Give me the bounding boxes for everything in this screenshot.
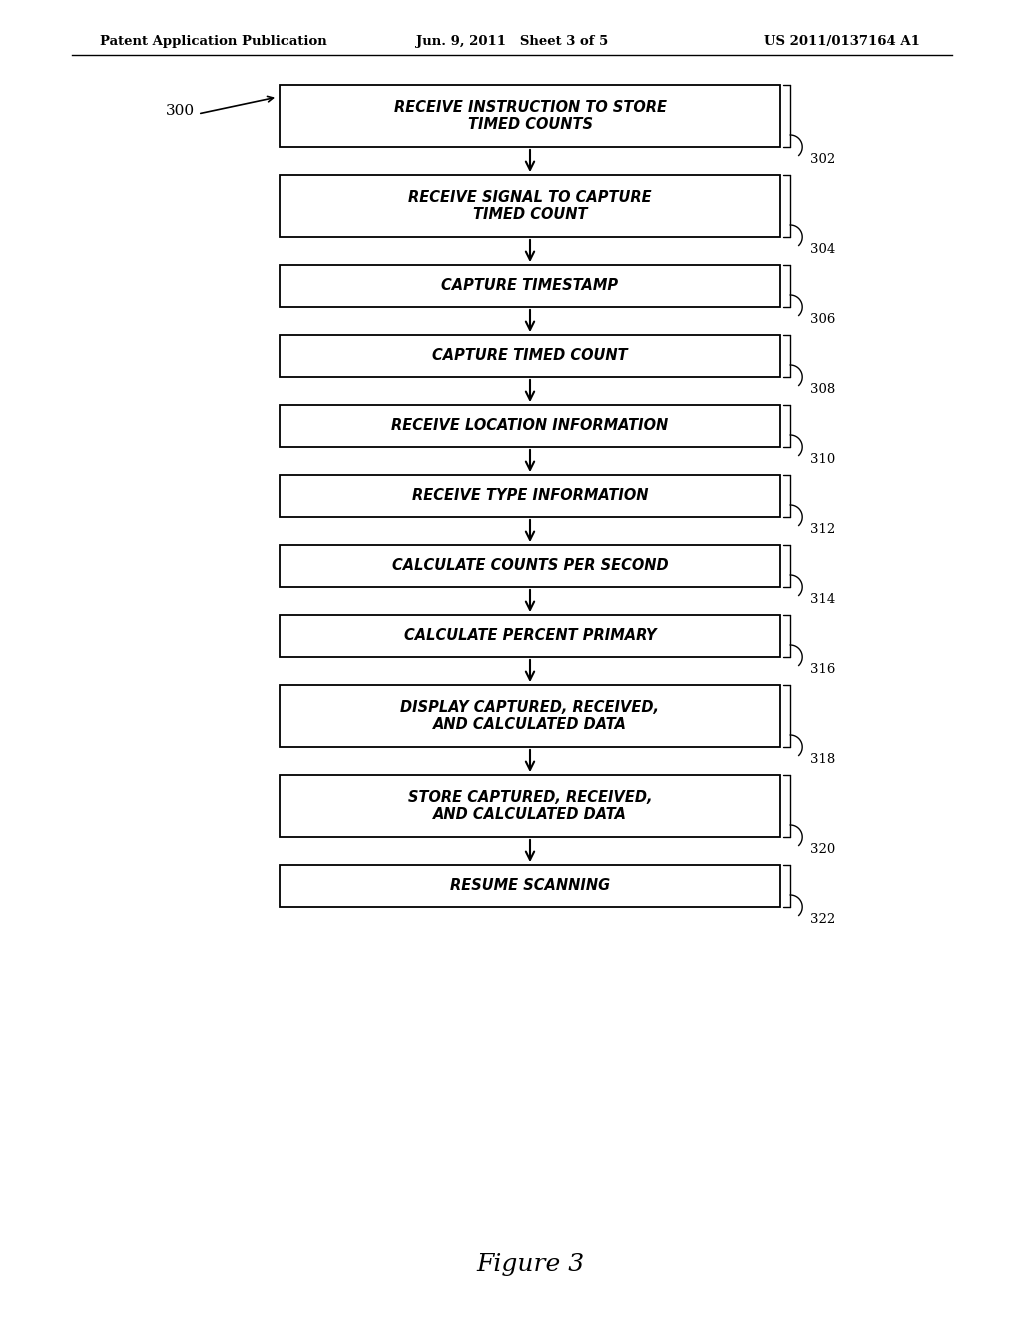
FancyBboxPatch shape — [280, 475, 780, 517]
Text: 320: 320 — [810, 843, 836, 855]
FancyBboxPatch shape — [280, 865, 780, 907]
FancyBboxPatch shape — [280, 545, 780, 587]
Text: 316: 316 — [810, 663, 836, 676]
FancyBboxPatch shape — [280, 176, 780, 238]
Text: 302: 302 — [810, 153, 836, 166]
FancyBboxPatch shape — [280, 335, 780, 378]
Text: 300: 300 — [166, 104, 195, 117]
FancyBboxPatch shape — [280, 775, 780, 837]
Text: 306: 306 — [810, 313, 836, 326]
Text: 310: 310 — [810, 453, 836, 466]
Text: Jun. 9, 2011   Sheet 3 of 5: Jun. 9, 2011 Sheet 3 of 5 — [416, 36, 608, 48]
Text: RECEIVE INSTRUCTION TO STORE
TIMED COUNTS: RECEIVE INSTRUCTION TO STORE TIMED COUNT… — [393, 100, 667, 132]
Text: 322: 322 — [810, 913, 836, 927]
Text: CAPTURE TIMESTAMP: CAPTURE TIMESTAMP — [441, 279, 618, 293]
Text: CALCULATE PERCENT PRIMARY: CALCULATE PERCENT PRIMARY — [403, 628, 656, 643]
Text: Patent Application Publication: Patent Application Publication — [100, 36, 327, 48]
Text: STORE CAPTURED, RECEIVED,
AND CALCULATED DATA: STORE CAPTURED, RECEIVED, AND CALCULATED… — [408, 789, 652, 822]
Text: DISPLAY CAPTURED, RECEIVED,
AND CALCULATED DATA: DISPLAY CAPTURED, RECEIVED, AND CALCULAT… — [400, 700, 659, 733]
Text: RECEIVE SIGNAL TO CAPTURE
TIMED COUNT: RECEIVE SIGNAL TO CAPTURE TIMED COUNT — [409, 190, 652, 222]
Text: 304: 304 — [810, 243, 836, 256]
FancyBboxPatch shape — [280, 685, 780, 747]
Text: RESUME SCANNING: RESUME SCANNING — [450, 879, 610, 894]
Text: 308: 308 — [810, 383, 836, 396]
Text: 314: 314 — [810, 593, 836, 606]
Text: US 2011/0137164 A1: US 2011/0137164 A1 — [764, 36, 920, 48]
FancyBboxPatch shape — [280, 405, 780, 447]
Text: 312: 312 — [810, 523, 836, 536]
Text: RECEIVE LOCATION INFORMATION: RECEIVE LOCATION INFORMATION — [391, 418, 669, 433]
Text: 318: 318 — [810, 752, 836, 766]
Text: Figure 3: Figure 3 — [476, 1254, 584, 1276]
Text: CAPTURE TIMED COUNT: CAPTURE TIMED COUNT — [432, 348, 628, 363]
Text: RECEIVE TYPE INFORMATION: RECEIVE TYPE INFORMATION — [412, 488, 648, 503]
FancyBboxPatch shape — [280, 615, 780, 657]
FancyBboxPatch shape — [280, 265, 780, 308]
FancyBboxPatch shape — [280, 84, 780, 147]
Text: CALCULATE COUNTS PER SECOND: CALCULATE COUNTS PER SECOND — [392, 558, 669, 573]
